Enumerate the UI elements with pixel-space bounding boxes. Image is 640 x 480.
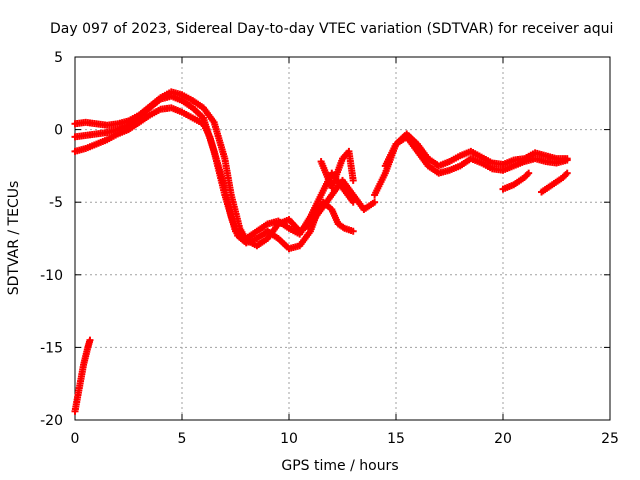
x-axis-label: GPS time / hours <box>281 458 398 474</box>
x-tick-label: 20 <box>494 431 512 447</box>
series-track-6 <box>317 147 357 192</box>
series-track-9 <box>71 336 94 415</box>
data-point <box>349 176 357 184</box>
x-tick-label: 0 <box>71 431 80 447</box>
y-axis-label: SDTVAR / TECUs <box>6 181 22 296</box>
y-tick-label: 0 <box>54 123 63 139</box>
gridlines <box>75 57 610 420</box>
plot-frame <box>74 56 611 421</box>
y-tick-label: -20 <box>40 413 63 429</box>
y-tick-label: 5 <box>54 50 63 66</box>
data-point <box>349 227 357 235</box>
data-point <box>371 198 379 206</box>
series-track-5 <box>381 133 571 177</box>
plot-border <box>74 56 611 421</box>
x-tick-label: 25 <box>601 431 619 447</box>
data-points <box>71 88 571 415</box>
y-tick-label: -15 <box>40 340 63 356</box>
x-tick-label: 5 <box>178 431 187 447</box>
data-point <box>525 169 533 177</box>
x-tick-label: 15 <box>387 431 405 447</box>
tick-labels: 0 5 10 15 20 25 -20 -15 -10 -5 0 5 <box>40 50 619 447</box>
x-tick-label: 10 <box>280 431 298 447</box>
series-track-3 <box>71 88 379 250</box>
data-point <box>563 169 571 177</box>
y-tick-label: -10 <box>40 268 63 284</box>
data-point <box>86 336 94 344</box>
chart-title: Day 097 of 2023, Sidereal Day-to-day VTE… <box>50 21 613 37</box>
series-track-7 <box>499 169 533 193</box>
data-point <box>563 156 571 164</box>
series-track-8 <box>538 169 571 196</box>
y-tick-label: -5 <box>49 195 63 211</box>
tick-marks <box>74 56 611 421</box>
